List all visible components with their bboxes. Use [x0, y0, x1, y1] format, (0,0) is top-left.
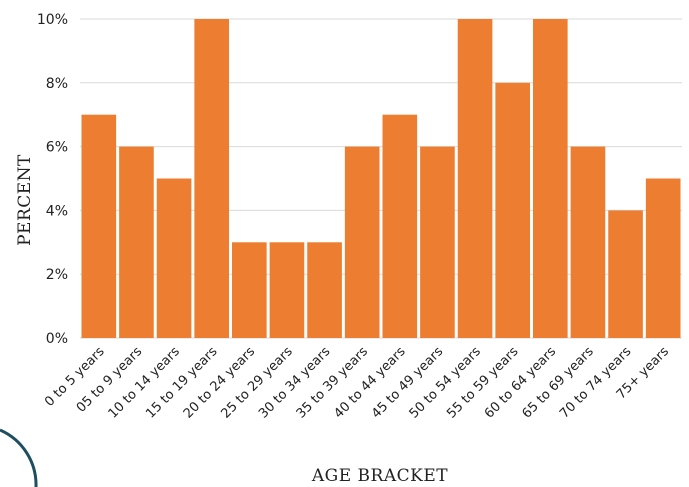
bar [420, 146, 455, 338]
y-tick-label: 6% [46, 140, 68, 156]
y-axis-title: PERCENT [15, 154, 35, 246]
bar [81, 114, 117, 338]
bar [232, 242, 267, 338]
bar [344, 146, 380, 338]
y-axis-ticks: 0% 2% 4% 6% 8% 10% [37, 12, 68, 347]
bar [156, 178, 192, 338]
decorative-arc [0, 428, 38, 487]
bar [194, 19, 229, 338]
bar [269, 242, 305, 338]
bar [457, 19, 493, 338]
y-tick-label: 2% [46, 267, 68, 283]
bar [119, 146, 154, 338]
y-tick-label: 4% [46, 203, 68, 219]
bars [81, 19, 681, 338]
bar [570, 146, 606, 338]
bar [608, 210, 643, 338]
y-tick-label: 8% [46, 76, 68, 92]
bar [533, 19, 568, 338]
bar [307, 242, 342, 338]
y-tick-label: 10% [37, 12, 68, 28]
x-tick-label: 05 to 9 years [74, 344, 146, 416]
bar [382, 114, 418, 338]
x-axis-title: AGE BRACKET [311, 466, 448, 486]
bar [645, 178, 681, 338]
bar [495, 82, 530, 338]
y-tick-label: 0% [46, 331, 68, 347]
